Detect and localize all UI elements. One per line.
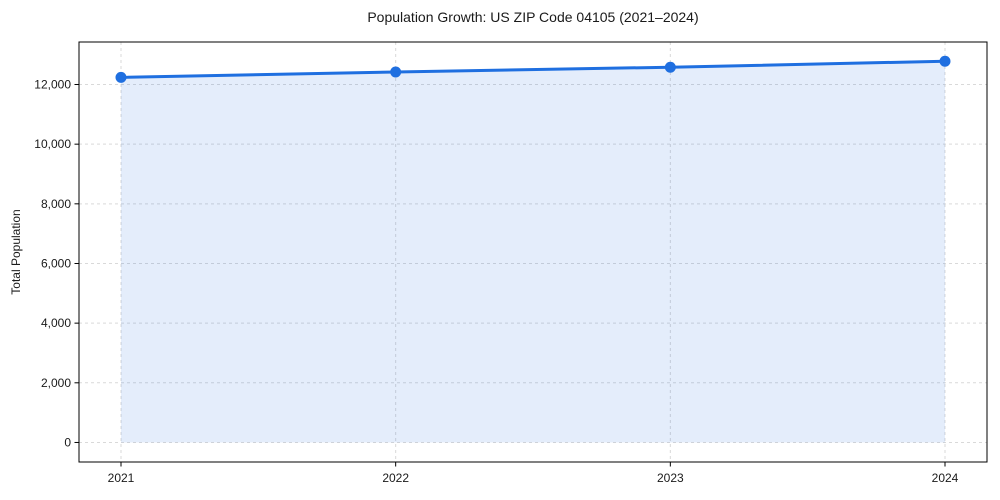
data-point-marker xyxy=(939,55,951,67)
area-fill xyxy=(121,61,945,443)
x-tick-label: 2021 xyxy=(108,471,135,485)
chart-title: Population Growth: US ZIP Code 04105 (20… xyxy=(367,9,699,25)
y-tick-label: 10,000 xyxy=(34,137,71,151)
y-tick-label: 4,000 xyxy=(41,316,71,330)
data-point-marker xyxy=(390,66,402,78)
y-tick-label: 12,000 xyxy=(34,78,71,92)
data-point-marker xyxy=(115,71,127,83)
x-tick-label: 2022 xyxy=(382,471,409,485)
y-tick-label: 2,000 xyxy=(41,376,71,390)
x-tick-label: 2023 xyxy=(657,471,684,485)
data-point-marker xyxy=(664,61,676,73)
y-tick-label: 8,000 xyxy=(41,197,71,211)
y-tick-label: 0 xyxy=(64,436,71,450)
x-tick-label: 2024 xyxy=(932,471,959,485)
data-line xyxy=(119,59,947,79)
y-tick-label: 6,000 xyxy=(41,257,71,271)
plot-border xyxy=(78,41,988,463)
